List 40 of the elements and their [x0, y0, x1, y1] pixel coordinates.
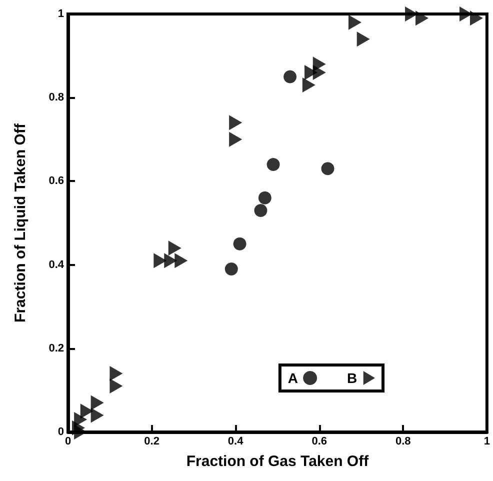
point [254, 204, 268, 217]
x-axis-title: Fraction of Gas Taken Off [186, 453, 370, 470]
point [80, 404, 94, 419]
y-tick-label: 0.2 [48, 342, 64, 354]
point [90, 395, 104, 410]
point [302, 78, 316, 93]
y-tick-label: 0.8 [48, 92, 64, 104]
point [110, 366, 123, 381]
x-tick-label: 0.6 [312, 436, 328, 448]
y-axis-title: Fraction of Liquid Taken Off [12, 122, 29, 322]
y-tick-label: 1 [58, 8, 64, 20]
point [154, 253, 167, 268]
point [312, 56, 326, 72]
point [348, 14, 362, 30]
point [74, 412, 88, 427]
y-tick-label: 0.4 [48, 258, 65, 271]
point [168, 240, 182, 256]
point [164, 253, 178, 268]
point [90, 408, 104, 423]
point [174, 253, 188, 268]
point [321, 162, 334, 176]
point [266, 158, 280, 171]
point [110, 378, 123, 394]
x-tick-label: 0.4 [228, 436, 244, 448]
point [470, 10, 483, 26]
legend-label: A [288, 370, 298, 386]
x-tick-label: 1 [484, 436, 490, 448]
legend-label: B [347, 370, 358, 386]
point [229, 115, 242, 130]
point [224, 262, 238, 276]
x-tick-label: 0.8 [396, 436, 411, 448]
x-tick-label: 0.2 [144, 436, 160, 448]
point [229, 132, 242, 147]
point [416, 10, 429, 26]
point [356, 32, 370, 47]
y-tick-label: 0.6 [48, 175, 64, 188]
y-tick-label: 0 [58, 426, 64, 438]
point [258, 191, 272, 204]
point [233, 237, 246, 250]
point [284, 70, 297, 84]
